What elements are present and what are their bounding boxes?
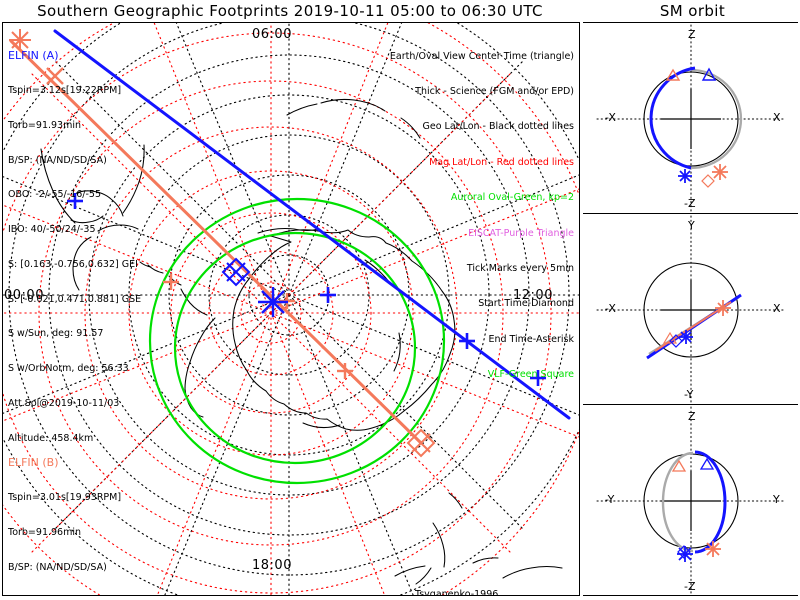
legend-item-8: End Time-Asterisk <box>488 333 574 345</box>
sm-axis-left-xy: -X <box>605 302 616 315</box>
elfin-b-orbit-asterisk <box>705 541 721 557</box>
legend-item-2: Geo Lat/Lon - Black dotted lines <box>422 121 574 133</box>
sm-axis-right-xy: X <box>773 302 781 315</box>
credit-block: Tsyganenko-1996 Created: Wed Jan 25 15:3… <box>415 565 579 596</box>
elfin-a-line-1: Torb=91.93min <box>8 119 82 131</box>
sm-orbit-title: SM orbit <box>659 2 726 20</box>
elfin-b-asterisk <box>9 29 31 51</box>
coastline <box>40 98 563 585</box>
sm-axis-left-xz: -X <box>605 111 616 124</box>
legend-item-4: Auroral Oval-Green, kp=2 <box>450 192 574 204</box>
auroral-oval <box>148 197 446 485</box>
map-legend: Earth/Oval View Center Time (triangle) T… <box>390 27 574 405</box>
elfin-a-orbit-arc <box>694 450 727 554</box>
elfin-a-info: ELFIN (A) Tspin=3.12s[19.22RPM] Torb=91.… <box>8 27 141 468</box>
elfin-a-line-7: S w/Sun, deg: 91.57 <box>8 328 104 340</box>
elfin-b-orbit-triangle <box>665 68 681 81</box>
sm-axis-right-xz: X <box>773 111 781 124</box>
earth-circle <box>643 71 739 167</box>
elfin-b-orbit-diamond <box>701 174 715 188</box>
sm-orbit-panel-yz: Z -Z -Y Y <box>583 404 798 596</box>
legend-item-1: Thick - Science (FGM and/or EPD) <box>415 85 574 97</box>
clock-label-right: 12:00 <box>513 288 553 303</box>
sm-orbit-panel-xz: Z -Z -X X <box>583 22 798 213</box>
elfin-a-line-5: S: [0.163,-0.756,0.632] GEI <box>8 258 138 270</box>
elfin-a-asterisk <box>258 287 288 317</box>
polar-map-svg <box>3 23 579 595</box>
elfin-a-tickmarks <box>67 193 546 386</box>
elfin-a-start-diamond <box>221 257 251 287</box>
clock-label-bottom: 18:00 <box>252 558 292 573</box>
elfin-a-header: ELFIN (A) <box>8 49 59 63</box>
elfin-a-line-4: IBO: 40/-50/24/-35 <box>8 224 96 236</box>
sm-axis-up-xz: Z <box>688 28 696 41</box>
clock-label-left: 00:00 <box>4 288 44 303</box>
elfin-a-orbit-diamond <box>669 334 683 348</box>
sm-orbit-column: Z -Z -X X <box>583 22 798 596</box>
elfin-a-orbit-arc <box>649 66 696 170</box>
orbit-gray-arc <box>661 451 694 553</box>
elfin-b-header: ELFIN (B) <box>8 456 59 470</box>
elfin-b-line-1: Torb=91.96min <box>8 526 82 538</box>
sm-axis-up-xy: Y <box>688 219 695 232</box>
clock-label-top: 06:00 <box>252 27 292 42</box>
model-name: Tsyganenko-1996 <box>415 588 499 596</box>
page-title: Southern Geographic Footprints 2019-10-1… <box>37 2 543 20</box>
elfin-a-line-3: OBO: -2/-55/-16/-55 <box>8 189 101 201</box>
sm-axis-left-yz: -Y <box>605 493 615 506</box>
elfin-b-orbit-line <box>654 301 732 352</box>
elfin-a-orbit-triangle <box>701 67 717 81</box>
sm-orbit-panel-xy: Y -Y -X X <box>583 213 798 404</box>
elfin-a-line-8: S w/OrbNorm, deg: 56.33 <box>8 363 129 375</box>
elfin-b-orbit-asterisk <box>715 300 731 316</box>
elfin-a-track <box>53 29 571 420</box>
legend-item-3: Mag Lat/Lon - Red dotted lines <box>429 156 574 168</box>
elfin-a-orbit-asterisk <box>679 330 693 344</box>
legend-item-5: EISCAT-Purple Triangle <box>468 227 574 239</box>
mag-grid <box>3 23 579 595</box>
elfin-b-orbit-asterisk <box>712 164 728 180</box>
sm-axis-down-xz: -Z <box>684 197 696 210</box>
legend-item-0: Earth/Oval View Center Time (triangle) <box>389 50 574 62</box>
elfin-a-orbit-asterisk <box>678 169 692 183</box>
sm-orbit-svg-xy <box>596 215 786 404</box>
elfin-a-line-2: B/SP: (NA/ND/SD/SA) <box>8 154 107 166</box>
sm-axis-down-yz: -Z <box>684 580 696 593</box>
elfin-b-track <box>9 39 423 445</box>
elfin-b-line-0: Tspin=3.01s[19.93RPM] <box>8 491 122 503</box>
earth-circle <box>643 262 739 358</box>
legend-item-7: Start Time-Diamond <box>478 298 574 310</box>
elfin-a-line-9: Att.Sol@2019-10-11/03 <box>8 398 120 409</box>
elfin-a-line-6: S: [-0.021,0.471,0.881] GSE <box>8 293 142 305</box>
sm-axis-right-yz: Y <box>773 493 780 506</box>
polar-map-panel: ELFIN (A) Tspin=3.12s[19.22RPM] Torb=91.… <box>2 22 580 596</box>
elfin-b-start-diamond <box>406 428 436 458</box>
elfin-b-line-2: B/SP: (NA/ND/SD/SA) <box>8 561 107 573</box>
sm-axis-up-yz: Z <box>688 410 696 423</box>
sm-axis-down-xy: -Y <box>684 388 694 401</box>
elfin-b-orbit-triangle <box>671 459 687 472</box>
legend-item-6: Tick Marks every 5min <box>466 262 574 274</box>
elfin-a-orbit-triangle <box>699 457 715 470</box>
sm-orbit-svg-xz <box>596 24 786 213</box>
elfin-a-orbit-diamond <box>677 545 691 559</box>
legend-item-9: VLF-Green Square <box>487 369 574 381</box>
elfin-a-line-0: Tspin=3.12s[19.22RPM] <box>8 84 122 96</box>
elfin-a-line-10: Altitude: 458.4km <box>8 432 94 444</box>
elfin-b-info: ELFIN (B) Tspin=3.01s[19.93RPM] Torb=91.… <box>8 434 141 595</box>
sm-orbit-svg-yz <box>596 406 786 595</box>
